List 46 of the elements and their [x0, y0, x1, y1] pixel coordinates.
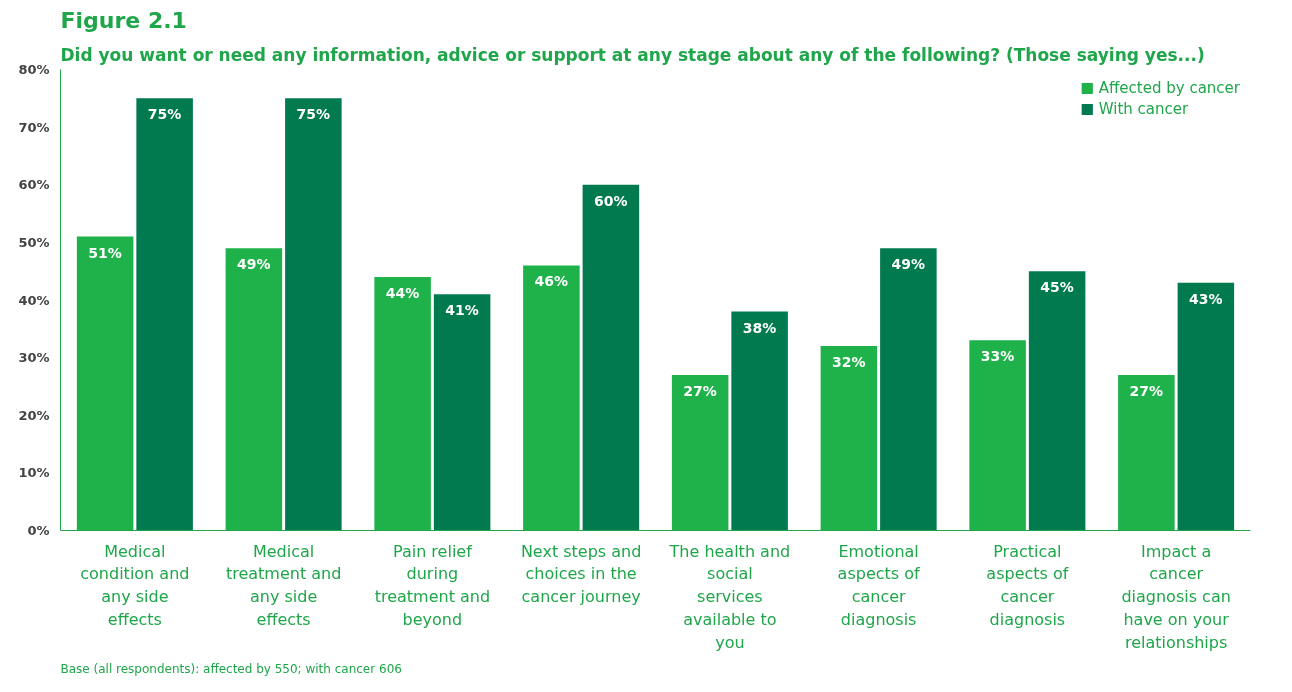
data-label: 51%: [88, 244, 122, 261]
x-tick-label: Pain relief during treatment and beyond: [374, 541, 491, 629]
data-label: 27%: [1129, 382, 1164, 399]
data-label: 45%: [1040, 279, 1074, 296]
bar: [582, 184, 640, 531]
x-tick-label: Next steps and choices in the cancer journey: [520, 541, 642, 607]
data-label: 60%: [594, 192, 628, 209]
text: Base (all respondents): affected by 550; with cancer 606: [60, 661, 402, 676]
bar: [880, 248, 937, 531]
y-tick-label: 40%: [18, 292, 50, 308]
data-label: 44%: [385, 284, 420, 301]
chart-title: Figure 2.1: [60, 7, 187, 33]
y-tick-label: 70%: [18, 119, 50, 135]
legend-label: Affected by cancer: [1098, 79, 1240, 97]
data-label: 33%: [980, 348, 1015, 365]
x-tick-label: Emotional aspects of cancer diagnosis: [837, 541, 921, 629]
bar: [1028, 271, 1086, 531]
y-tick-label: 10%: [18, 465, 50, 481]
data-label: 43%: [1189, 290, 1223, 307]
data-label: 27%: [683, 382, 717, 399]
data-label: 46%: [534, 273, 569, 290]
y-tick-label: 60%: [18, 177, 50, 193]
x-tick-label: Practical aspects of cancer diagnosis: [986, 541, 1069, 629]
bar: [731, 311, 788, 531]
data-label: 41%: [445, 302, 479, 319]
bar: [433, 294, 491, 531]
data-label: 49%: [237, 256, 271, 273]
bar: [1177, 282, 1235, 531]
x-tick-label: Impact a cancer diagnosis can have on your relationships: [1121, 541, 1231, 652]
legend-label: With cancer: [1098, 100, 1189, 118]
data-label: 49%: [891, 256, 926, 273]
data-label: 32%: [832, 354, 866, 371]
data-label: 38%: [742, 319, 777, 336]
y-tick-label: 20%: [18, 407, 50, 423]
bar: [136, 98, 193, 531]
bar: [285, 98, 342, 531]
y-tick-label: 30%: [18, 350, 50, 366]
y-tick-label: 80%: [18, 62, 50, 77]
y-tick-label: 50%: [18, 234, 50, 250]
y-tick-label: 0%: [27, 523, 50, 538]
chart-subtitle: Did you want or need any information, advice or support at any stage about any of the following? (Those saying yes...): [60, 44, 1205, 65]
x-tick-label: Medical treatment and any side effects: [225, 541, 342, 629]
x-tick-label: The health and social services available to you: [668, 541, 791, 652]
x-tick-label: Medical condition and any side effects: [80, 541, 190, 629]
data-label: 75%: [147, 106, 182, 123]
data-label: 75%: [296, 106, 331, 123]
